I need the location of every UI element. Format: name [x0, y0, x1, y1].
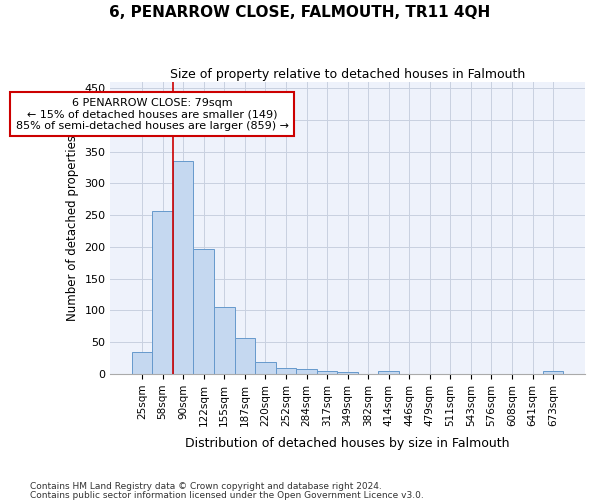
Bar: [379, 371, 399, 374]
Bar: [255, 362, 275, 374]
X-axis label: Distribution of detached houses by size in Falmouth: Distribution of detached houses by size …: [185, 437, 510, 450]
Text: 6 PENARROW CLOSE: 79sqm
← 15% of detached houses are smaller (149)
85% of semi-d: 6 PENARROW CLOSE: 79sqm ← 15% of detache…: [16, 98, 289, 131]
Bar: [132, 352, 152, 374]
Title: Size of property relative to detached houses in Falmouth: Size of property relative to detached ho…: [170, 68, 525, 80]
Bar: [296, 369, 317, 374]
Bar: [235, 338, 255, 374]
Bar: [543, 372, 563, 374]
Bar: [173, 161, 193, 374]
Bar: [275, 368, 296, 374]
Bar: [317, 371, 337, 374]
Bar: [337, 372, 358, 374]
Text: 6, PENARROW CLOSE, FALMOUTH, TR11 4QH: 6, PENARROW CLOSE, FALMOUTH, TR11 4QH: [109, 5, 491, 20]
Bar: [193, 250, 214, 374]
Bar: [214, 308, 235, 374]
Text: Contains HM Land Registry data © Crown copyright and database right 2024.: Contains HM Land Registry data © Crown c…: [30, 482, 382, 491]
Text: Contains public sector information licensed under the Open Government Licence v3: Contains public sector information licen…: [30, 490, 424, 500]
Bar: [152, 212, 173, 374]
Y-axis label: Number of detached properties: Number of detached properties: [65, 135, 79, 321]
